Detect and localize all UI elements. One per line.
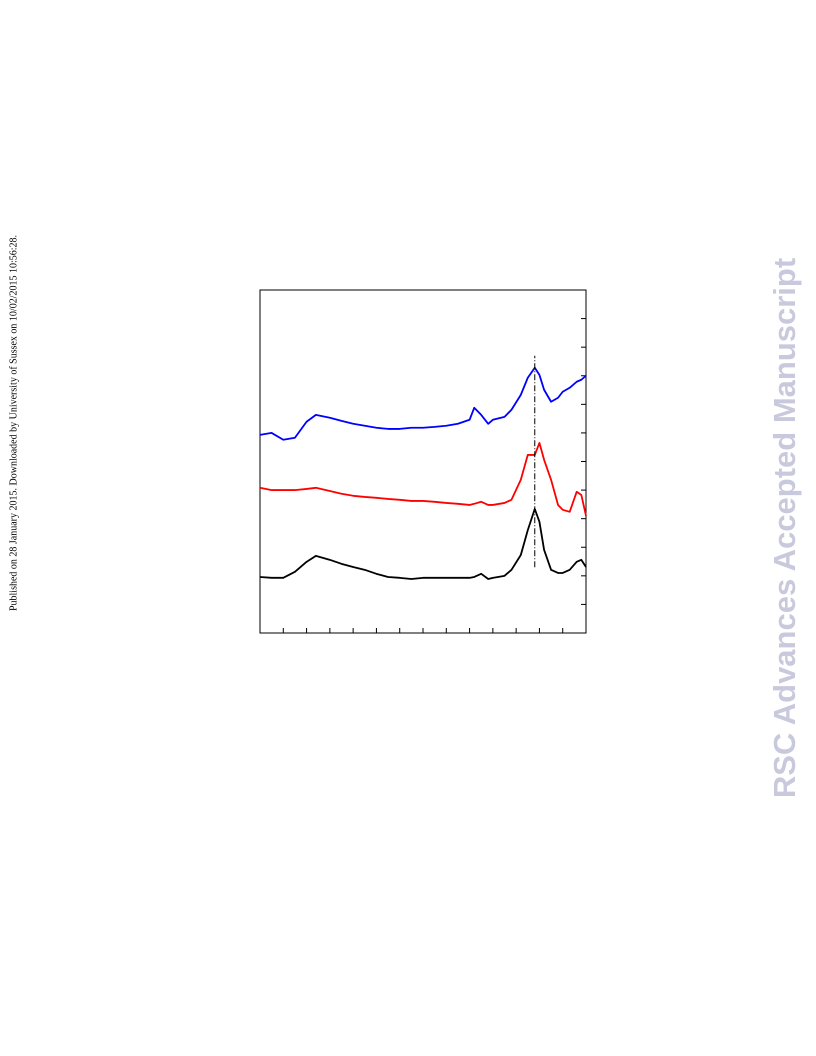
journal-watermark: RSC Advances Accepted Manuscript [767, 258, 802, 798]
plot-frame [259, 289, 587, 634]
spectrum-line [259, 442, 587, 517]
published-note: Published on 28 January 2015. Downloaded… [8, 235, 19, 611]
spectrum-line [259, 366, 587, 441]
spectrum-line [259, 508, 587, 580]
